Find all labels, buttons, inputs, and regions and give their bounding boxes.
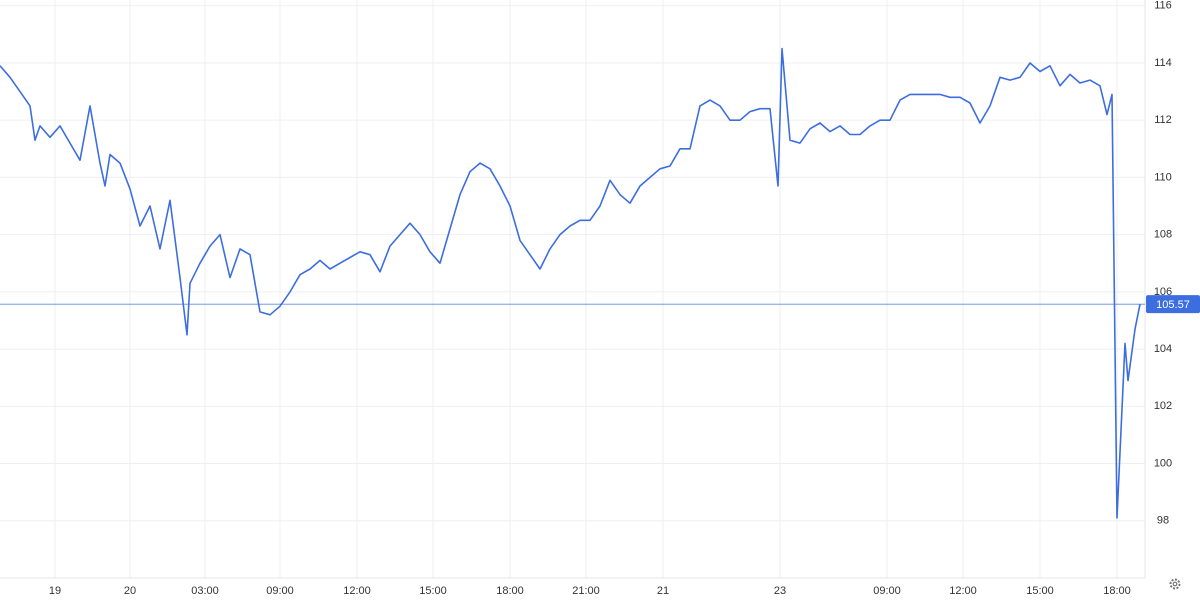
y-tick-label: 98 <box>1157 515 1169 527</box>
y-tick-label: 102 <box>1154 400 1172 412</box>
x-tick-label: 19 <box>49 585 61 597</box>
x-tick-label: 09:00 <box>873 585 901 597</box>
y-tick-label: 114 <box>1154 57 1172 69</box>
settings-icon[interactable] <box>1169 578 1181 590</box>
y-tick-label: 104 <box>1154 343 1172 355</box>
y-tick-label: 100 <box>1154 457 1172 469</box>
x-tick-label: 12:00 <box>949 585 977 597</box>
y-tick-label: 112 <box>1154 114 1172 126</box>
x-tick-label: 15:00 <box>1026 585 1054 597</box>
x-tick-label: 09:00 <box>266 585 294 597</box>
x-tick-label: 15:00 <box>419 585 447 597</box>
x-tick-label: 21:00 <box>572 585 600 597</box>
last-price-label: 105.57 <box>1156 299 1190 311</box>
last-price-box <box>1146 295 1200 314</box>
price-line <box>0 47 1141 519</box>
x-tick-label: 18:00 <box>496 585 524 597</box>
y-tick-label: 110 <box>1154 171 1172 183</box>
y-tick-label: 106 <box>1154 286 1172 298</box>
x-tick-label: 18:00 <box>1103 585 1131 597</box>
x-tick-label: 21 <box>657 585 669 597</box>
x-tick-label: 23 <box>774 585 786 597</box>
x-tick-label: 03:00 <box>191 585 219 597</box>
x-tick-label: 20 <box>124 585 136 597</box>
x-tick-label: 12:00 <box>343 585 371 597</box>
y-tick-label: 116 <box>1154 0 1172 12</box>
y-tick-label: 108 <box>1154 229 1172 241</box>
